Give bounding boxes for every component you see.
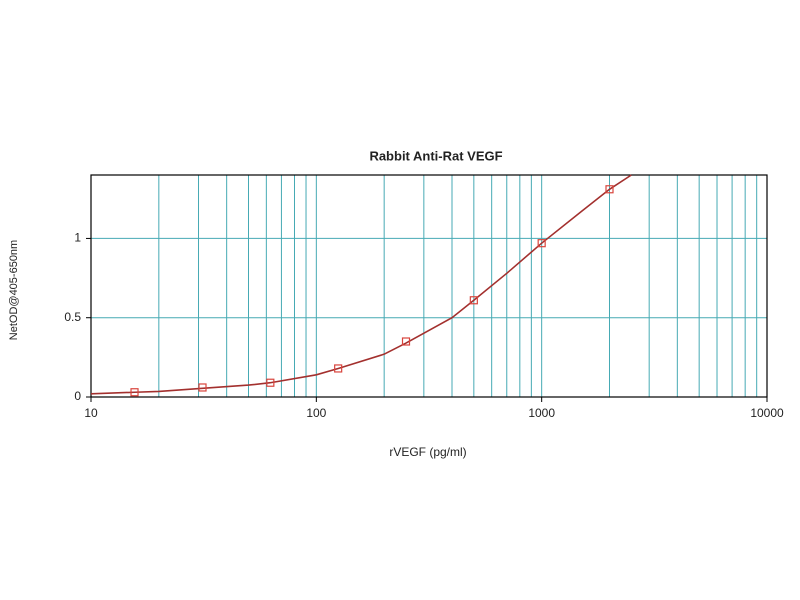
data-point xyxy=(469,296,478,305)
plot-frame xyxy=(90,174,768,398)
data-point xyxy=(334,364,343,373)
x-tick-label: 1000 xyxy=(528,406,555,420)
x-axis-label: rVEGF (pg/ml) xyxy=(389,445,466,459)
data-point xyxy=(266,378,275,387)
data-point xyxy=(130,388,139,397)
fit-curve xyxy=(90,174,632,395)
x-tick-label: 10000 xyxy=(750,406,784,420)
y-tick-label: 1 xyxy=(74,231,81,245)
data-point xyxy=(198,383,207,392)
y-tick-label: 0 xyxy=(74,389,81,403)
y-axis-label: NetOD@405-650nm xyxy=(8,240,20,340)
x-tick-label: 100 xyxy=(306,406,326,420)
y-tick-label: 0.5 xyxy=(64,310,81,324)
x-tick-label: 10 xyxy=(84,406,98,420)
data-point xyxy=(401,337,411,346)
data-point xyxy=(537,239,546,248)
data-point xyxy=(605,185,614,194)
chart-title: Rabbit Anti-Rat VEGF xyxy=(369,148,502,163)
